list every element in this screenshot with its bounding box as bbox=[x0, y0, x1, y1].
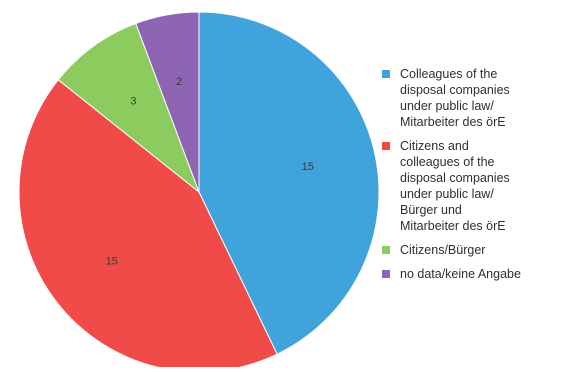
legend-label-citizens: Citizens/Bürger bbox=[400, 243, 486, 257]
chart-legend: Colleagues of the disposal companies und… bbox=[382, 66, 572, 290]
legend-swatch-no-data bbox=[382, 270, 390, 278]
data-label-no-data: 2 bbox=[176, 76, 182, 88]
pie-slice-citizens bbox=[57, 22, 201, 194]
legend-swatch-citizens bbox=[382, 246, 390, 254]
legend-item-colleagues: Colleagues of the disposal companies und… bbox=[382, 66, 572, 130]
legend-label-citizens-and-colleagues: Citizens and colleagues of the disposal … bbox=[400, 139, 510, 233]
data-label-citizens-and-colleagues: 15 bbox=[106, 255, 118, 267]
legend-label-colleagues: Colleagues of the disposal companies und… bbox=[400, 67, 510, 129]
data-label-colleagues: 15 bbox=[302, 161, 314, 173]
legend-swatch-citizens-and-colleagues bbox=[382, 142, 390, 150]
legend-item-citizens: Citizens/Bürger bbox=[382, 242, 572, 258]
legend-item-no-data: no data/keine Angabe bbox=[382, 266, 572, 282]
legend-item-citizens-and-colleagues: Citizens and colleagues of the disposal … bbox=[382, 138, 572, 234]
pie-slice-colleagues bbox=[198, 11, 380, 355]
data-label-citizens: 3 bbox=[130, 96, 136, 108]
legend-label-no-data: no data/keine Angabe bbox=[400, 267, 521, 281]
pie-slice-no-data bbox=[135, 11, 200, 193]
legend-swatch-colleagues bbox=[382, 70, 390, 78]
